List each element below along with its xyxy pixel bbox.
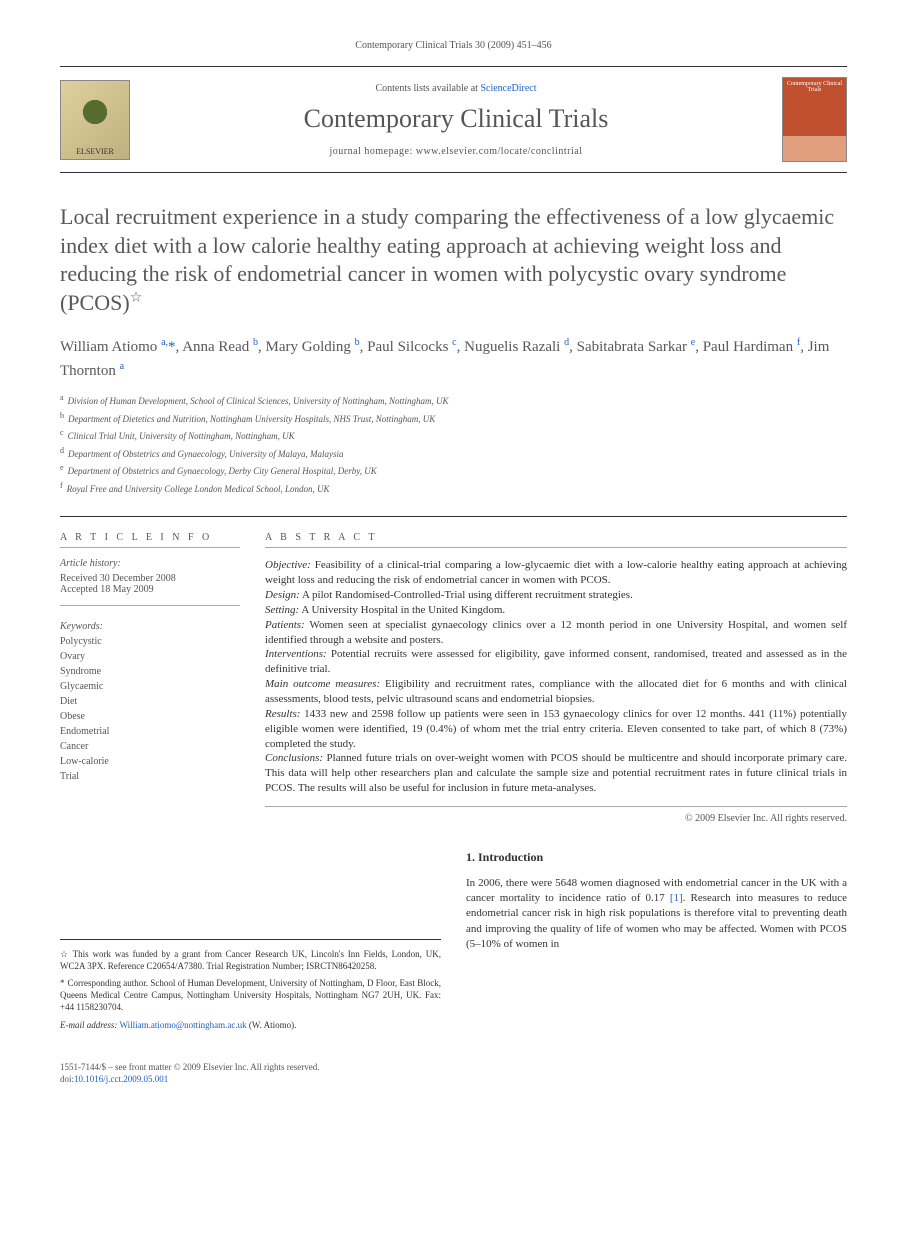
keyword: Diet: [60, 694, 240, 709]
keywords-label: Keywords:: [60, 621, 240, 632]
abstract-heading: A B S T R A C T: [265, 532, 847, 548]
abstract: A B S T R A C T Objective: Feasibility o…: [265, 532, 847, 824]
journal-cover-thumb: Contemporary Clinical Trials: [782, 77, 847, 162]
affiliation-line: aDivision of Human Development, School o…: [60, 392, 847, 409]
history-label: Article history:: [60, 558, 240, 569]
affiliation-line: dDepartment of Obstetrics and Gynaecolog…: [60, 445, 847, 462]
abstract-section: Objective: Feasibility of a clinical-tri…: [265, 558, 847, 588]
intro-text: In 2006, there were 5648 women diagnosed…: [466, 876, 847, 953]
sciencedirect-link[interactable]: ScienceDirect: [480, 83, 536, 94]
asterisk-icon: *: [60, 978, 65, 988]
issn-line: 1551-7144/$ – see front matter © 2009 El…: [60, 1061, 847, 1074]
elsevier-label: ELSEVIER: [76, 147, 114, 156]
corresponding-footnote: *Corresponding author. School of Human D…: [60, 977, 441, 1013]
abstract-section: Results: 1433 new and 2598 follow up pat…: [265, 707, 847, 752]
article-info: A R T I C L E I N F O Article history: R…: [60, 532, 240, 824]
keyword: Ovary: [60, 649, 240, 664]
keyword: Polycystic: [60, 634, 240, 649]
footnotes: ☆This work was funded by a grant from Ca…: [60, 939, 441, 1031]
intro-heading: 1. Introduction: [466, 849, 847, 866]
doi-link[interactable]: 10.1016/j.cct.2009.05.001: [74, 1074, 168, 1084]
keyword: Endometrial: [60, 724, 240, 739]
title-footnote-star: ☆: [130, 290, 143, 305]
keyword: Obese: [60, 709, 240, 724]
funding-text: This work was funded by a grant from Can…: [60, 949, 441, 971]
ref-1-link[interactable]: [1]: [670, 892, 683, 904]
accepted-date: Accepted 18 May 2009: [60, 584, 240, 595]
page-footer: 1551-7144/$ – see front matter © 2009 El…: [60, 1061, 847, 1086]
email-person: (W. Atiomo).: [247, 1020, 297, 1030]
abstract-section: Interventions: Potential recruits were a…: [265, 647, 847, 677]
article-title: Local recruitment experience in a study …: [60, 203, 847, 317]
email-footnote: E-mail address: William.atiomo@nottingha…: [60, 1019, 441, 1031]
authors-line: William Atiomo a,*, Anna Read b, Mary Go…: [60, 335, 847, 382]
affiliations: aDivision of Human Development, School o…: [60, 392, 847, 496]
abstract-body: Objective: Feasibility of a clinical-tri…: [265, 558, 847, 807]
abstract-section: Setting: A University Hospital in the Un…: [265, 603, 847, 618]
contents-prefix: Contents lists available at: [375, 83, 480, 94]
keyword: Syndrome: [60, 664, 240, 679]
abstract-copyright: © 2009 Elsevier Inc. All rights reserved…: [265, 813, 847, 824]
contents-line: Contents lists available at ScienceDirec…: [130, 83, 782, 94]
keyword: Glycaemic: [60, 679, 240, 694]
received-date: Received 30 December 2008: [60, 573, 240, 584]
left-column: ☆This work was funded by a grant from Ca…: [60, 849, 441, 1036]
journal-banner: ELSEVIER Contents lists available at Sci…: [60, 66, 847, 173]
affiliation-line: bDepartment of Dietetics and Nutrition, …: [60, 410, 847, 427]
keyword: Trial: [60, 769, 240, 784]
abstract-section: Conclusions: Planned future trials on ov…: [265, 751, 847, 796]
info-abstract-row: A R T I C L E I N F O Article history: R…: [60, 516, 847, 824]
banner-center: Contents lists available at ScienceDirec…: [130, 83, 782, 157]
keywords-list: PolycysticOvarySyndromeGlycaemicDietObes…: [60, 634, 240, 784]
right-column: 1. Introduction In 2006, there were 5648…: [466, 849, 847, 1036]
running-header: Contemporary Clinical Trials 30 (2009) 4…: [60, 40, 847, 51]
affiliation-line: cClinical Trial Unit, University of Nott…: [60, 427, 847, 444]
doi-line: doi:10.1016/j.cct.2009.05.001: [60, 1073, 847, 1086]
doi-prefix: doi:: [60, 1074, 74, 1084]
abstract-section: Main outcome measures: Eligibility and r…: [265, 677, 847, 707]
title-text: Local recruitment experience in a study …: [60, 204, 834, 315]
body-columns: ☆This work was funded by a grant from Ca…: [60, 849, 847, 1036]
journal-title: Contemporary Clinical Trials: [130, 104, 782, 134]
abstract-section: Design: A pilot Randomised-Controlled-Tr…: [265, 588, 847, 603]
keyword: Cancer: [60, 739, 240, 754]
affiliation-line: fRoyal Free and University College Londo…: [60, 480, 847, 497]
email-link[interactable]: William.atiomo@nottingham.ac.uk: [120, 1020, 247, 1030]
affiliation-line: eDepartment of Obstetrics and Gynaecolog…: [60, 462, 847, 479]
abstract-section: Patients: Women seen at specialist gynae…: [265, 618, 847, 648]
journal-homepage: journal homepage: www.elsevier.com/locat…: [130, 146, 782, 157]
keyword: Low-calorie: [60, 754, 240, 769]
elsevier-logo: ELSEVIER: [60, 80, 130, 160]
email-label: E-mail address:: [60, 1020, 117, 1030]
star-icon: ☆: [60, 949, 70, 959]
history-dates: Received 30 December 2008 Accepted 18 Ma…: [60, 573, 240, 606]
corr-label: Corresponding author.: [68, 978, 149, 988]
article-info-heading: A R T I C L E I N F O: [60, 532, 240, 548]
funding-footnote: ☆This work was funded by a grant from Ca…: [60, 948, 441, 972]
